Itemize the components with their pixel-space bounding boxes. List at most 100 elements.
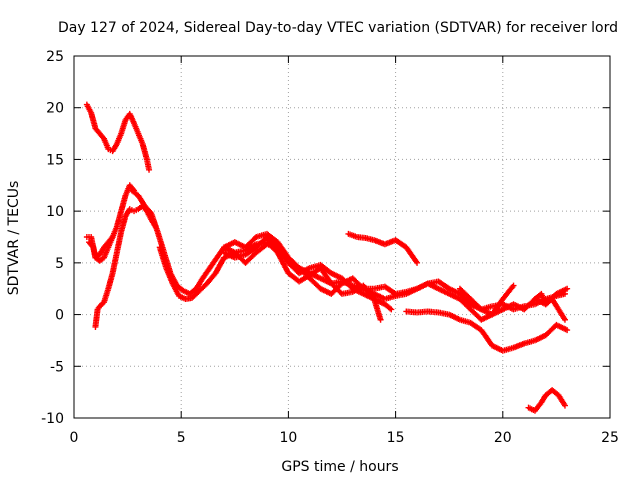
data-point-run bbox=[329, 270, 344, 281]
data-point bbox=[414, 259, 421, 266]
data-point-run bbox=[447, 286, 462, 297]
data-point-run bbox=[108, 235, 115, 244]
data-point-run bbox=[539, 393, 548, 404]
grid bbox=[74, 56, 610, 418]
data-point bbox=[388, 306, 395, 313]
data-point-run bbox=[554, 322, 569, 333]
data-point-run bbox=[458, 297, 473, 312]
data-point-run bbox=[170, 282, 182, 298]
data-point-run bbox=[254, 242, 269, 255]
data-point-run bbox=[136, 204, 145, 211]
data-point-run bbox=[436, 279, 451, 291]
data-point-run bbox=[97, 131, 106, 141]
x-axis-label: GPS time / hours bbox=[281, 459, 398, 475]
series-track-10 bbox=[403, 308, 571, 354]
data-point-run bbox=[393, 238, 408, 250]
data-point-run bbox=[184, 295, 194, 302]
data-point-run bbox=[318, 266, 334, 286]
data-point-run bbox=[383, 284, 398, 296]
series bbox=[83, 101, 571, 414]
data-point-run bbox=[362, 291, 376, 302]
data-point-run bbox=[404, 245, 420, 265]
data-point-run bbox=[98, 300, 106, 308]
data-point-run bbox=[479, 328, 495, 348]
data-point-run bbox=[87, 240, 96, 250]
x-tick-label: 0 bbox=[70, 430, 79, 446]
data-point-run bbox=[318, 263, 333, 276]
data-point bbox=[146, 166, 153, 173]
data-point-run bbox=[415, 281, 430, 291]
data-point-run bbox=[308, 276, 323, 291]
y-tick-label: -10 bbox=[41, 411, 64, 427]
series-track-3 bbox=[86, 234, 116, 264]
series-track-12 bbox=[525, 387, 568, 414]
data-point-run bbox=[469, 320, 483, 333]
data-point-run bbox=[190, 290, 201, 300]
data-point-run bbox=[148, 211, 161, 234]
data-point-run bbox=[340, 276, 355, 291]
x-tick-label: 10 bbox=[279, 430, 297, 446]
data-point bbox=[510, 282, 517, 289]
data-point-run bbox=[175, 283, 186, 293]
data-point bbox=[564, 285, 571, 292]
data-point-run bbox=[554, 286, 569, 297]
series-track-1 bbox=[83, 101, 153, 173]
data-point-run bbox=[84, 103, 94, 115]
data-point-run bbox=[182, 288, 192, 297]
data-point-run bbox=[110, 142, 119, 153]
chart-title: Day 127 of 2024, Sidereal Day-to-day VTE… bbox=[58, 20, 618, 36]
data-point-run bbox=[114, 230, 124, 254]
data-point-run bbox=[101, 137, 111, 151]
data-point-run bbox=[194, 276, 205, 291]
data-point bbox=[561, 316, 568, 323]
data-point-run bbox=[490, 343, 505, 353]
data-point-run bbox=[244, 242, 258, 253]
data-point-run bbox=[437, 286, 451, 297]
y-tick-labels: -10 -5 0 5 10 15 20 25 bbox=[41, 49, 64, 427]
y-axis-label: SDTVAR / TECUs bbox=[6, 181, 22, 296]
data-point-run bbox=[329, 281, 344, 296]
data-point-run bbox=[533, 400, 544, 413]
data-point bbox=[377, 316, 384, 323]
data-point-run bbox=[426, 281, 440, 291]
data-point-run bbox=[550, 297, 561, 311]
data-point-run bbox=[372, 296, 387, 307]
data-point-run bbox=[196, 281, 209, 294]
y-tick-label: 10 bbox=[46, 204, 64, 220]
data-point-run bbox=[142, 204, 154, 215]
data-point-run bbox=[362, 286, 376, 297]
data-point-run bbox=[243, 245, 258, 257]
data-point-run bbox=[93, 126, 102, 136]
data-point-run bbox=[468, 297, 484, 312]
y-tick-label: 0 bbox=[55, 308, 64, 324]
data-point-run bbox=[404, 286, 419, 297]
series-track-13 bbox=[531, 290, 568, 323]
data-point-run bbox=[458, 286, 473, 301]
data-point-run bbox=[177, 293, 187, 302]
data-point-run bbox=[265, 231, 280, 245]
data-point-run bbox=[275, 251, 291, 275]
data-point-run bbox=[97, 245, 107, 257]
data-point bbox=[564, 327, 571, 334]
data-point-run bbox=[556, 307, 568, 322]
data-point-run bbox=[275, 245, 291, 265]
data-point-run bbox=[136, 132, 145, 146]
data-point-run bbox=[200, 261, 216, 280]
data-point-run bbox=[243, 235, 258, 250]
x-tick-label: 15 bbox=[387, 430, 405, 446]
data-point-run bbox=[130, 188, 140, 198]
data-point-run bbox=[383, 302, 393, 312]
data-point-run bbox=[106, 240, 113, 249]
data-point-run bbox=[188, 286, 198, 296]
x-tick-labels: 0 5 10 15 20 25 bbox=[70, 430, 619, 446]
data-point-run bbox=[243, 250, 258, 265]
data-point-run bbox=[458, 292, 473, 307]
data-point-run bbox=[131, 122, 141, 135]
y-tick-label: 20 bbox=[46, 101, 64, 117]
x-tick-label: 25 bbox=[601, 430, 619, 446]
data-point bbox=[109, 234, 116, 240]
data-point-run bbox=[157, 245, 169, 270]
data-point-run bbox=[297, 265, 312, 276]
